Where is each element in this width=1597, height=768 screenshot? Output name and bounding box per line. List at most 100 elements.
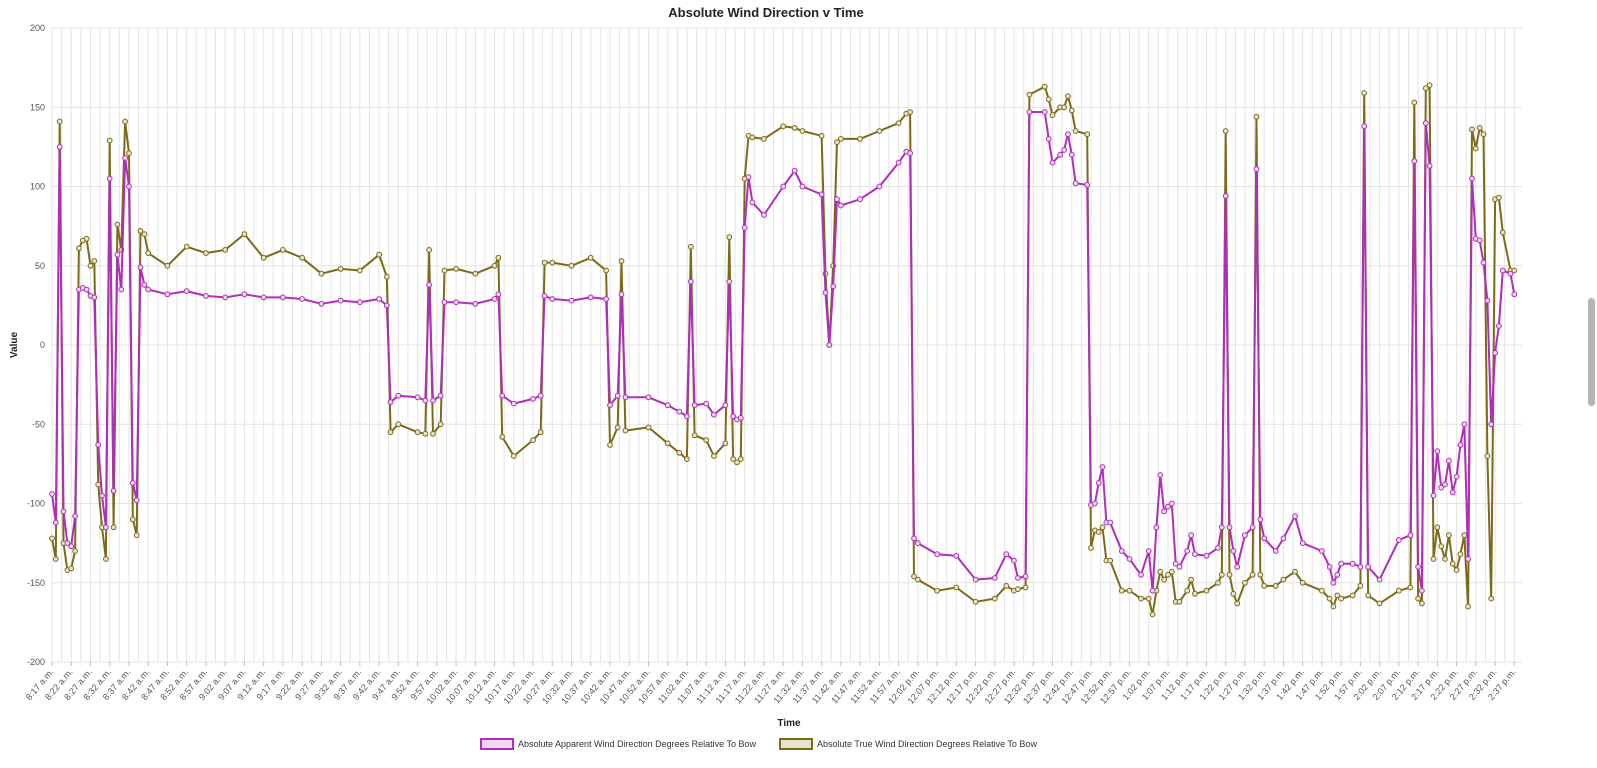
data-point[interactable] xyxy=(1145,548,1152,554)
data-point[interactable] xyxy=(1138,595,1144,602)
data-point[interactable] xyxy=(137,264,144,271)
data-point[interactable] xyxy=(934,587,940,594)
data-point[interactable] xyxy=(1176,598,1183,605)
data-point[interactable] xyxy=(838,136,844,142)
data-point[interactable] xyxy=(1407,584,1414,591)
data-point[interactable] xyxy=(56,118,63,125)
data-point[interactable] xyxy=(1415,564,1421,570)
data-point[interactable] xyxy=(1118,548,1125,554)
data-point[interactable] xyxy=(114,251,121,258)
data-point[interactable] xyxy=(972,598,979,605)
data-point[interactable] xyxy=(791,167,798,174)
data-point[interactable] xyxy=(87,262,94,269)
data-point[interactable] xyxy=(737,456,744,463)
data-point[interactable] xyxy=(1461,532,1468,539)
data-point[interactable] xyxy=(1218,571,1225,578)
data-point[interactable] xyxy=(687,278,694,285)
vertical-scrollbar[interactable] xyxy=(1587,0,1597,768)
data-point[interactable] xyxy=(1396,587,1402,594)
data-point[interactable] xyxy=(1068,107,1075,114)
data-point[interactable] xyxy=(1072,128,1079,134)
data-point[interactable] xyxy=(568,297,575,304)
data-point[interactable] xyxy=(834,139,840,146)
data-point[interactable] xyxy=(1099,464,1106,470)
data-point[interactable] xyxy=(337,266,344,272)
data-point[interactable] xyxy=(164,262,171,269)
data-point[interactable] xyxy=(684,456,690,463)
data-point[interactable] xyxy=(376,251,383,258)
data-point[interactable] xyxy=(791,125,798,131)
data-point[interactable] xyxy=(510,400,517,407)
data-point[interactable] xyxy=(1484,453,1491,459)
data-point[interactable] xyxy=(72,548,78,554)
data-point[interactable] xyxy=(1457,551,1464,558)
data-point[interactable] xyxy=(1095,480,1102,486)
data-point[interactable] xyxy=(1319,548,1325,554)
data-point[interactable] xyxy=(1065,131,1071,138)
data-point[interactable] xyxy=(495,254,502,261)
data-point[interactable] xyxy=(60,508,67,515)
data-point[interactable] xyxy=(1184,587,1191,594)
data-point[interactable] xyxy=(52,556,59,562)
data-point[interactable] xyxy=(730,413,736,420)
data-point[interactable] xyxy=(1326,595,1333,602)
data-point[interactable] xyxy=(711,411,717,418)
data-point[interactable] xyxy=(1419,587,1425,594)
data-point[interactable] xyxy=(1161,576,1167,583)
data-point[interactable] xyxy=(730,456,736,463)
data-point[interactable] xyxy=(1496,194,1502,201)
data-point[interactable] xyxy=(1422,120,1429,126)
data-point[interactable] xyxy=(780,183,787,190)
data-point[interactable] xyxy=(1280,576,1287,583)
data-point[interactable] xyxy=(1492,350,1498,356)
data-point[interactable] xyxy=(1507,270,1514,277)
data-point[interactable] xyxy=(1045,96,1052,103)
data-point[interactable] xyxy=(664,402,671,409)
data-point[interactable] xyxy=(1176,564,1183,570)
data-point[interactable] xyxy=(1461,421,1468,428)
data-point[interactable] xyxy=(1499,229,1506,236)
data-point[interactable] xyxy=(426,247,433,253)
data-point[interactable] xyxy=(1045,136,1052,142)
data-point[interactable] xyxy=(422,430,429,437)
data-point[interactable] xyxy=(68,565,75,572)
data-point[interactable] xyxy=(687,243,694,250)
data-point[interactable] xyxy=(857,136,863,142)
data-point[interactable] xyxy=(857,196,863,203)
data-point[interactable] xyxy=(129,516,136,523)
data-point[interactable] xyxy=(934,551,940,558)
data-point[interactable] xyxy=(618,291,625,298)
data-point[interactable] xyxy=(83,235,90,242)
data-point[interactable] xyxy=(95,442,102,448)
data-point[interactable] xyxy=(1272,583,1279,589)
data-point[interactable] xyxy=(126,183,132,190)
data-point[interactable] xyxy=(491,296,498,302)
data-point[interactable] xyxy=(1272,548,1279,554)
data-point[interactable] xyxy=(1068,151,1075,158)
data-point[interactable] xyxy=(280,247,286,253)
data-point[interactable] xyxy=(911,573,917,580)
data-point[interactable] xyxy=(122,118,128,125)
data-point[interactable] xyxy=(91,258,98,264)
data-point[interactable] xyxy=(907,109,913,115)
data-point[interactable] xyxy=(726,234,733,241)
data-point[interactable] xyxy=(472,300,479,307)
data-point[interactable] xyxy=(118,286,125,293)
data-point[interactable] xyxy=(141,281,148,288)
data-point[interactable] xyxy=(1511,267,1518,274)
data-point[interactable] xyxy=(991,595,998,602)
data-point[interactable] xyxy=(499,434,506,440)
data-point[interactable] xyxy=(1330,579,1337,586)
data-point[interactable] xyxy=(749,134,756,141)
data-point[interactable] xyxy=(52,519,59,526)
data-point[interactable] xyxy=(1099,524,1106,531)
data-point[interactable] xyxy=(1226,524,1233,531)
data-point[interactable] xyxy=(1218,524,1225,531)
data-point[interactable] xyxy=(1230,548,1237,554)
data-point[interactable] xyxy=(1365,592,1371,599)
data-point[interactable] xyxy=(838,202,844,209)
data-point[interactable] xyxy=(1261,583,1268,589)
data-point[interactable] xyxy=(745,174,752,180)
data-point[interactable] xyxy=(1192,551,1198,558)
data-point[interactable] xyxy=(541,259,548,266)
